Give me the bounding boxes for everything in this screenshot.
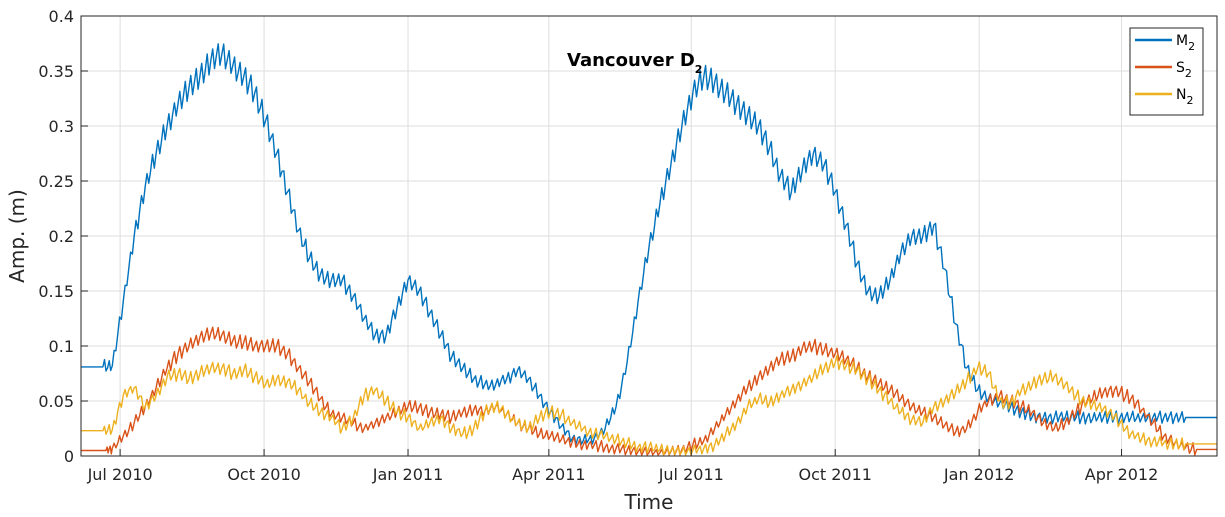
- x-tick-label: Apr 2012: [1085, 465, 1158, 484]
- series-layer: [81, 43, 1217, 456]
- chart-title: Vancouver D2: [567, 50, 702, 76]
- x-tick-label: Apr 2011: [512, 465, 585, 484]
- chart-title-main: Vancouver D: [567, 50, 695, 71]
- x-tick-label: Oct 2010: [227, 465, 300, 484]
- x-tick-label: Jan 2012: [943, 465, 1014, 484]
- y-tick-label: 0.25: [38, 172, 74, 191]
- grid-lines: [81, 16, 1217, 456]
- series-line-n2: [81, 354, 1217, 456]
- legend-box: [1129, 27, 1204, 116]
- legend-label-main: N: [1176, 87, 1186, 103]
- y-tick-label: 0: [64, 447, 74, 466]
- legend-label-m2: M2: [1176, 33, 1195, 53]
- legend-label-main: M: [1176, 33, 1188, 49]
- y-tick-label: 0.05: [38, 392, 74, 411]
- chart-title-subscript: 2: [695, 63, 703, 76]
- legend-label-subscript: 2: [1188, 40, 1195, 53]
- x-axis-ticks: Jul 2010 Oct 2010 Jan 2011 Apr 2011 Jul 2011…: [87, 449, 1158, 484]
- legend-label-subscript: 2: [1185, 67, 1192, 80]
- y-tick-label: 0.15: [38, 282, 74, 301]
- x-tick-label: Jul 2011: [658, 465, 724, 484]
- y-tick-label: 0.4: [49, 7, 74, 26]
- x-axis-label: Time: [624, 490, 674, 514]
- series-line-s2: [81, 326, 1217, 456]
- y-axis-label: Amp. (m): [5, 189, 29, 283]
- legend-label-main: S: [1176, 60, 1185, 76]
- y-tick-label: 0.35: [38, 62, 74, 81]
- x-tick-label: Jan 2011: [372, 465, 443, 484]
- legend-label-n2: N2: [1176, 87, 1193, 107]
- y-tick-label: 0.1: [49, 337, 74, 356]
- x-tick-label: Oct 2011: [798, 465, 871, 484]
- legend-label-subscript: 2: [1186, 94, 1193, 107]
- y-tick-label: 0.2: [49, 227, 74, 246]
- legend-label-s2: S2: [1176, 60, 1192, 80]
- y-tick-label: 0.3: [49, 117, 74, 136]
- y-axis-ticks: 0 0.05 0.1 0.15 0.2 0.25 0.3 0.35 0.4: [38, 7, 88, 466]
- x-tick-label: Jul 2010: [87, 465, 153, 484]
